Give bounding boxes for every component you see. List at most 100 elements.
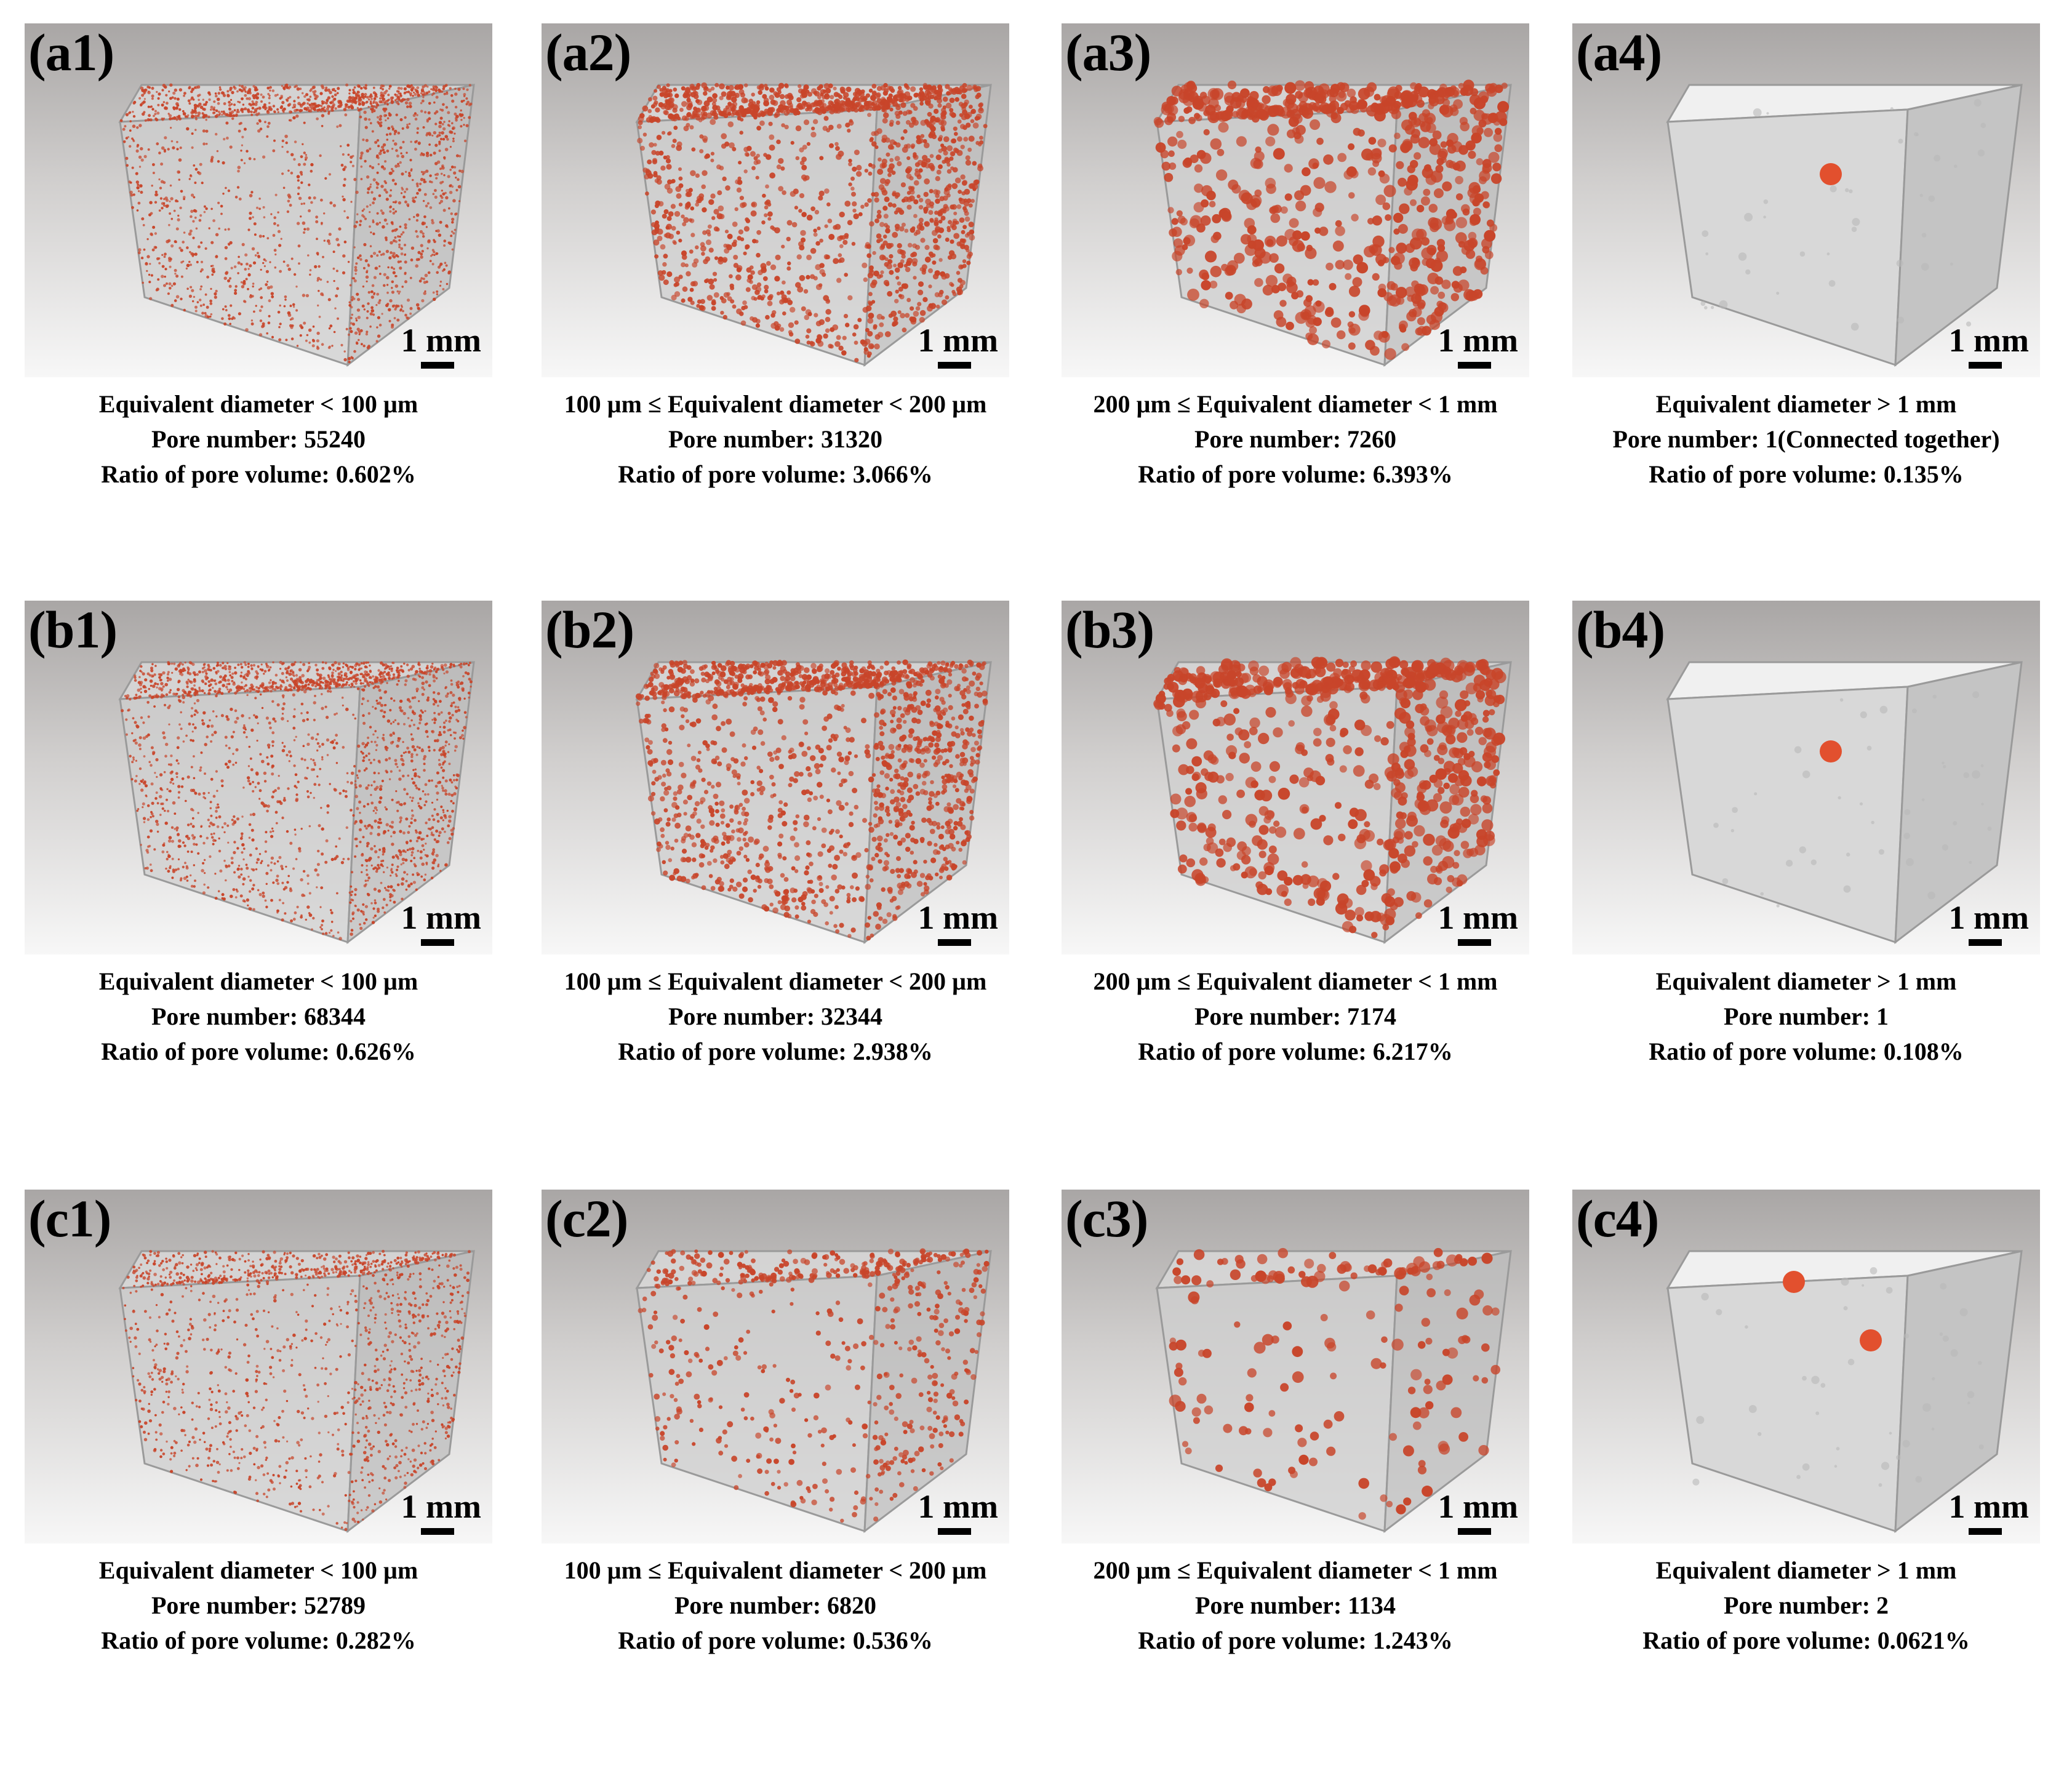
cube-render [635, 1248, 992, 1534]
caption-pore-number: Pore number: 7260 [1194, 425, 1397, 453]
caption-diameter-range: Equivalent diameter > 1 mm [1655, 390, 1957, 418]
panel-c3: (c3) 1 mm 200 µm ≤ Equivalent diameter < 1… [1062, 1190, 1529, 1765]
cube-render [1666, 661, 2023, 945]
panel-caption: 100 µm ≤ Equivalent diameter < 200 µm Por… [542, 1553, 1009, 1658]
caption-pore-volume-ratio: Ratio of pore volume: 0.108% [1649, 1038, 1964, 1065]
pore-cloud [121, 660, 473, 940]
caption-diameter-range: 100 µm ≤ Equivalent diameter < 200 µm [564, 390, 987, 418]
ct-image: (c3) 1 mm [1062, 1190, 1529, 1543]
caption-diameter-range: 200 µm ≤ Equivalent diameter < 1 mm [1093, 967, 1498, 995]
panel-label: (a4) [1576, 23, 1662, 82]
caption-pore-volume-ratio: Ratio of pore volume: 6.393% [1138, 460, 1453, 488]
cube-render [118, 660, 475, 945]
cube-render [1155, 1247, 1512, 1534]
panel-c2: (c2) 1 mm 100 µm ≤ Equivalent diameter < 2… [542, 1190, 1009, 1765]
panel-c1: (c1) 1 mm Equivalent diameter < 100 µm Pore… [25, 1190, 492, 1765]
panel-label: (b1) [28, 601, 118, 659]
caption-pore-volume-ratio: Ratio of pore volume: 3.066% [618, 460, 933, 488]
scale-bar [421, 362, 454, 369]
panel-label: (a2) [545, 23, 631, 82]
panel-caption: Equivalent diameter < 100 µm Pore number:… [25, 386, 492, 492]
panel-a3: (a3) 1 mm 200 µm ≤ Equivalent diameter < 1… [1062, 23, 1529, 599]
panel-caption: 200 µm ≤ Equivalent diameter < 1 mm Pore … [1062, 1553, 1529, 1658]
scale-bar [1969, 1528, 2002, 1535]
pore-cloud [635, 659, 988, 941]
cube-render [118, 1249, 475, 1534]
panel-b3: (b3) 1 mm 200 µm ≤ Equivalent diameter < 1… [1062, 601, 1529, 1176]
scale-bar [938, 939, 971, 946]
caption-pore-volume-ratio: Ratio of pore volume: 0.536% [618, 1627, 933, 1654]
scale-bar [1969, 362, 2002, 369]
panel-caption: 100 µm ≤ Equivalent diameter < 200 µm Por… [542, 964, 1009, 1069]
ct-image: (c4) 1 mm [1572, 1190, 2040, 1543]
scale-bar-label: 1 mm [1948, 899, 2029, 936]
caption-pore-number: Pore number: 6820 [674, 1591, 877, 1619]
cube-render [1153, 656, 1512, 945]
ct-image: (b4) 1 mm [1572, 601, 2040, 955]
caption-diameter-range: Equivalent diameter > 1 mm [1655, 967, 1957, 995]
scale-bar-label: 1 mm [401, 899, 481, 936]
caption-pore-number: Pore number: 1 [1723, 1003, 1889, 1030]
panel-b2: (b2) 1 mm 100 µm ≤ Equivalent diameter < 2… [542, 601, 1009, 1176]
scale-bar [938, 362, 971, 369]
caption-pore-number: Pore number: 31320 [668, 425, 883, 453]
panel-label: (c2) [545, 1190, 628, 1248]
scale-bar-label: 1 mm [1948, 322, 2029, 359]
figure: (a1) 1 mm Equivalent diameter < 100 µm Pore… [25, 23, 2040, 1654]
scale-bar [1458, 362, 1491, 369]
scale-bar-label: 1 mm [1438, 899, 1518, 936]
panel-caption: Equivalent diameter > 1 mm Pore number: 1… [1572, 386, 2040, 492]
panel-b1: (b1) 1 mm Equivalent diameter < 100 µm Pore… [25, 601, 492, 1176]
pore-cloud [119, 83, 473, 364]
panel-c4: (c4) 1 mm Equivalent diameter > 1 mm Pore n… [1572, 1190, 2040, 1765]
cube-render [118, 83, 475, 367]
panel-label: (a1) [28, 23, 114, 82]
scale-bar-label: 1 mm [918, 899, 998, 936]
pore-blob [1820, 163, 1842, 185]
scale-bar [421, 939, 454, 946]
pore-blob [1860, 1329, 1882, 1351]
panel-caption: 100 µm ≤ Equivalent diameter < 200 µm Por… [542, 386, 1009, 492]
caption-pore-volume-ratio: Ratio of pore volume: 1.243% [1138, 1627, 1453, 1654]
caption-diameter-range: 100 µm ≤ Equivalent diameter < 200 µm [564, 1556, 987, 1584]
ct-image: (b1) 1 mm [25, 601, 492, 955]
pore-cloud [122, 1249, 471, 1531]
panel-label: (b2) [545, 601, 634, 659]
ct-image: (a4) 1 mm [1572, 23, 2040, 377]
panel-caption: Equivalent diameter > 1 mm Pore number: 2… [1572, 1553, 2040, 1658]
caption-pore-volume-ratio: Ratio of pore volume: 0.135% [1649, 460, 1964, 488]
scale-bar-label: 1 mm [918, 322, 998, 359]
caption-pore-volume-ratio: Ratio of pore volume: 0.282% [101, 1627, 416, 1654]
caption-pore-number: Pore number: 68344 [151, 1003, 366, 1030]
pore-blob [1783, 1271, 1805, 1293]
caption-pore-number: Pore number: 7174 [1194, 1003, 1397, 1030]
cube-render [635, 659, 992, 945]
ct-image: (a2) 1 mm [542, 23, 1009, 377]
cube-render [635, 82, 992, 367]
scale-bar-label: 1 mm [1438, 322, 1518, 359]
caption-pore-number: Pore number: 1(Connected together) [1612, 425, 2000, 453]
panel-caption: Equivalent diameter > 1 mm Pore number: 1… [1572, 964, 2040, 1069]
scale-bar-label: 1 mm [401, 1488, 481, 1525]
caption-diameter-range: 200 µm ≤ Equivalent diameter < 1 mm [1093, 390, 1498, 418]
pore-blob [1820, 740, 1842, 762]
caption-pore-number: Pore number: 55240 [151, 425, 366, 453]
pore-cloud [638, 1248, 990, 1523]
scale-bar [1458, 939, 1491, 946]
panel-label: (b3) [1065, 601, 1154, 659]
scale-bar [1458, 1528, 1491, 1535]
caption-diameter-range: 200 µm ≤ Equivalent diameter < 1 mm [1093, 1556, 1498, 1584]
scale-bar-label: 1 mm [401, 322, 481, 359]
cube-render [1666, 1250, 2023, 1534]
panel-a4: (a4) 1 mm Equivalent diameter > 1 mm Pore n… [1572, 23, 2040, 599]
panel-label: (b4) [1576, 601, 1665, 659]
panel-b4: (b4) 1 mm Equivalent diameter > 1 mm Pore n… [1572, 601, 2040, 1176]
caption-pore-volume-ratio: Ratio of pore volume: 0.626% [101, 1038, 416, 1065]
panel-label: (c3) [1065, 1190, 1148, 1248]
pore-cloud [1169, 1247, 1500, 1520]
caption-pore-number: Pore number: 2 [1723, 1591, 1889, 1619]
panel-label: (c4) [1576, 1190, 1659, 1248]
cube-render [1666, 84, 2023, 367]
caption-diameter-range: Equivalent diameter < 100 µm [98, 1556, 418, 1584]
panel-a2: (a2) 1 mm 100 µm ≤ Equivalent diameter < 2… [542, 23, 1009, 599]
